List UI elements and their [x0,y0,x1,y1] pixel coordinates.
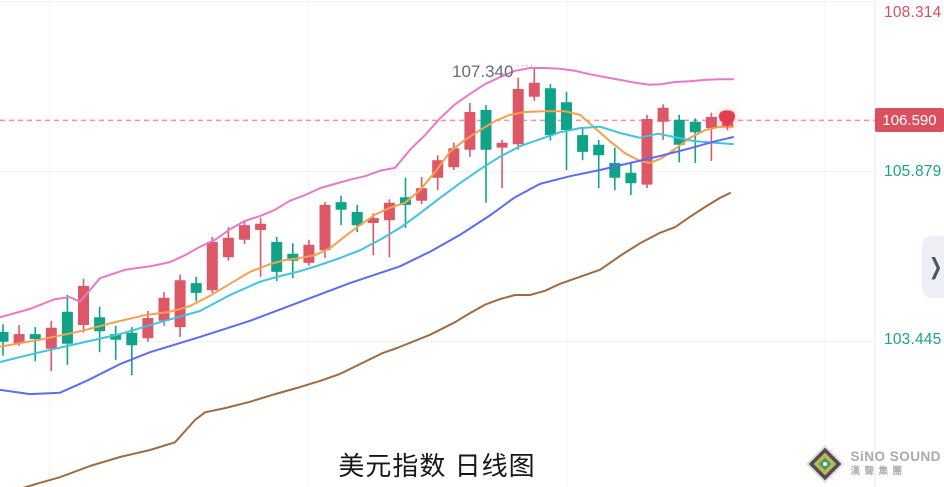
candle-body [319,204,331,251]
candle-body [561,102,572,131]
candle-body [126,332,138,346]
ma-line-ma-long [22,192,731,487]
candle-body [61,311,73,344]
candle-body [367,218,379,223]
candle-body [271,241,283,272]
ma-line-boll-upper [0,67,734,319]
high-price-value: 107.340 [452,62,514,81]
candle-body [689,121,701,133]
candle-body [13,334,25,344]
candle-body [239,225,250,240]
annotation-dots: ···· [516,60,535,70]
candle-body [351,211,363,226]
candle-body [641,119,653,185]
candle-body [142,318,154,339]
watermark: SiNO SOUND 漢聲集團 [806,444,941,484]
candle-body [190,283,202,293]
candle-body [29,334,41,339]
candle-body [0,332,9,342]
current-price-badge: 106.590 [875,108,944,132]
scroll-right-button[interactable]: ❯ [922,236,944,298]
ma-line-ma-slow [0,136,734,396]
ma-line-ma-mid [0,125,734,363]
sino-sound-logo-icon [806,444,845,484]
candle-body [480,109,492,150]
candle-body [383,202,395,221]
candle-body [174,280,186,328]
candle-body [158,297,170,321]
candle-body [416,188,428,201]
chevron-right-icon: ❯ [929,255,943,280]
axis-label-high: 108.314 [884,4,942,21]
candle-body [705,116,717,129]
candle-body [496,142,508,148]
current-price-marker-icon [719,110,735,128]
candle-body [206,241,218,291]
candle-body [577,135,589,152]
candle-body [464,112,476,150]
candle-body [448,148,460,168]
watermark-brand-text: SiNO SOUND [850,449,941,465]
high-price-annotation: 107.340 ···· [452,60,534,82]
candle-body [512,89,524,145]
candle-body [255,223,267,230]
chart-title: 美元指数 日线图 [338,451,536,481]
candle-body [528,82,540,97]
candle-body [335,202,347,210]
axis-label-low: 103.445 [884,331,942,348]
candle-body [625,172,637,184]
candle-body [593,144,605,156]
ma-line-ma-fast [0,110,734,348]
candle-body [673,119,685,145]
watermark-cn-text: 漢聲集團 [850,466,907,478]
candle-body [657,107,669,122]
candle-body [222,237,234,258]
axis-label-mid: 105.879 [884,163,942,180]
candle-body [303,244,315,263]
